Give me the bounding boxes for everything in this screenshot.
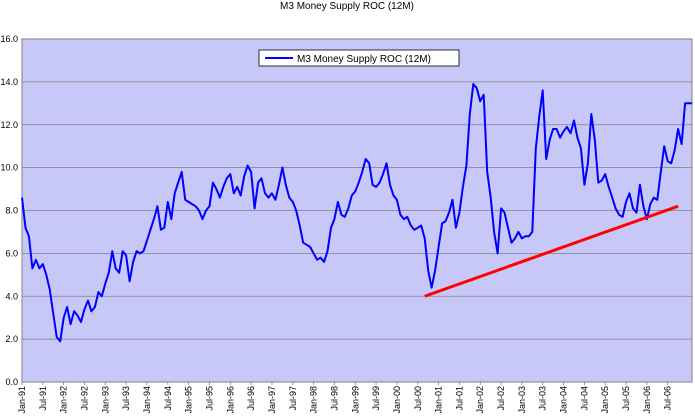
y-tick-label: 10.0 xyxy=(0,163,18,173)
x-tick-label: Jan-93 xyxy=(100,386,110,414)
x-tick-label: Jul-97 xyxy=(288,386,298,411)
x-tick-label: Jul-01 xyxy=(454,386,464,411)
y-tick-label: 4.0 xyxy=(5,291,18,301)
legend-label: M3 Money Supply ROC (12M) xyxy=(297,54,431,65)
series-layer xyxy=(21,83,692,343)
x-tick-label: Jan-97 xyxy=(267,386,277,414)
trendline xyxy=(424,204,679,298)
y-axis: 0.0 2.0 4.0 6.0 8.0 10.0 12.0 14.0 16.0 xyxy=(0,34,18,387)
x-tick-label: Jan-03 xyxy=(517,386,527,414)
x-tick-label: Jan-92 xyxy=(59,386,69,414)
x-tick-label: Jan-05 xyxy=(600,386,610,414)
y-tick-label: 12.0 xyxy=(0,120,18,130)
y-tick-label: 6.0 xyxy=(5,248,18,258)
y-tick-label: 2.0 xyxy=(5,334,18,344)
x-tick-label: Jan-99 xyxy=(350,386,360,414)
y-tick-label: 8.0 xyxy=(5,206,18,216)
legend-box xyxy=(258,49,460,67)
x-tick-label: Jan-94 xyxy=(142,386,152,414)
chart-title: M3 Money Supply ROC (12M) xyxy=(280,1,414,12)
x-tick-label: Jan-06 xyxy=(642,386,652,414)
x-tick-label: Jul-92 xyxy=(79,386,89,411)
x-tick-label: Jan-95 xyxy=(184,386,194,414)
x-tick-label: Jul-04 xyxy=(579,386,589,411)
x-tick-label: Jan-04 xyxy=(559,386,569,414)
x-tick-label: Jul-94 xyxy=(163,386,173,411)
x-tick-label: Jan-96 xyxy=(225,386,235,414)
x-tick-label: Jul-02 xyxy=(496,386,506,411)
x-tick-label: Jul-06 xyxy=(663,386,673,411)
x-tick-label: Jul-98 xyxy=(329,386,339,411)
x-tick-label: Jul-93 xyxy=(121,386,131,411)
x-tick-label: Jul-99 xyxy=(371,386,381,411)
x-tick-label: Jan-01 xyxy=(434,386,444,414)
x-tick-label: Jul-95 xyxy=(204,386,214,411)
x-tick-label: Jan-91 xyxy=(17,386,27,414)
y-tick-label: 14.0 xyxy=(0,77,18,87)
x-axis: Jan-91 Jul-91 Jan-92 Jul-92 Jan-93 Jul-93 Jan-… xyxy=(17,382,673,414)
x-tick-label: Jan-00 xyxy=(392,386,402,414)
y-tick-label: 0.0 xyxy=(5,377,18,387)
series-line-m3-roc xyxy=(21,83,692,343)
x-tick-label: Jul-05 xyxy=(621,386,631,411)
x-tick-label: Jul-91 xyxy=(38,386,48,411)
legend: M3 Money Supply ROC (12M) xyxy=(258,49,460,67)
x-tick-label: Jul-03 xyxy=(538,386,548,411)
x-tick-label: Jan-02 xyxy=(475,386,485,414)
x-tick-label: Jan-98 xyxy=(309,386,319,414)
y-tick-label: 16.0 xyxy=(0,34,18,44)
gridlines xyxy=(22,81,692,340)
x-tick-label: Jul-96 xyxy=(246,386,256,411)
x-tick-label: Jul-00 xyxy=(413,386,423,411)
